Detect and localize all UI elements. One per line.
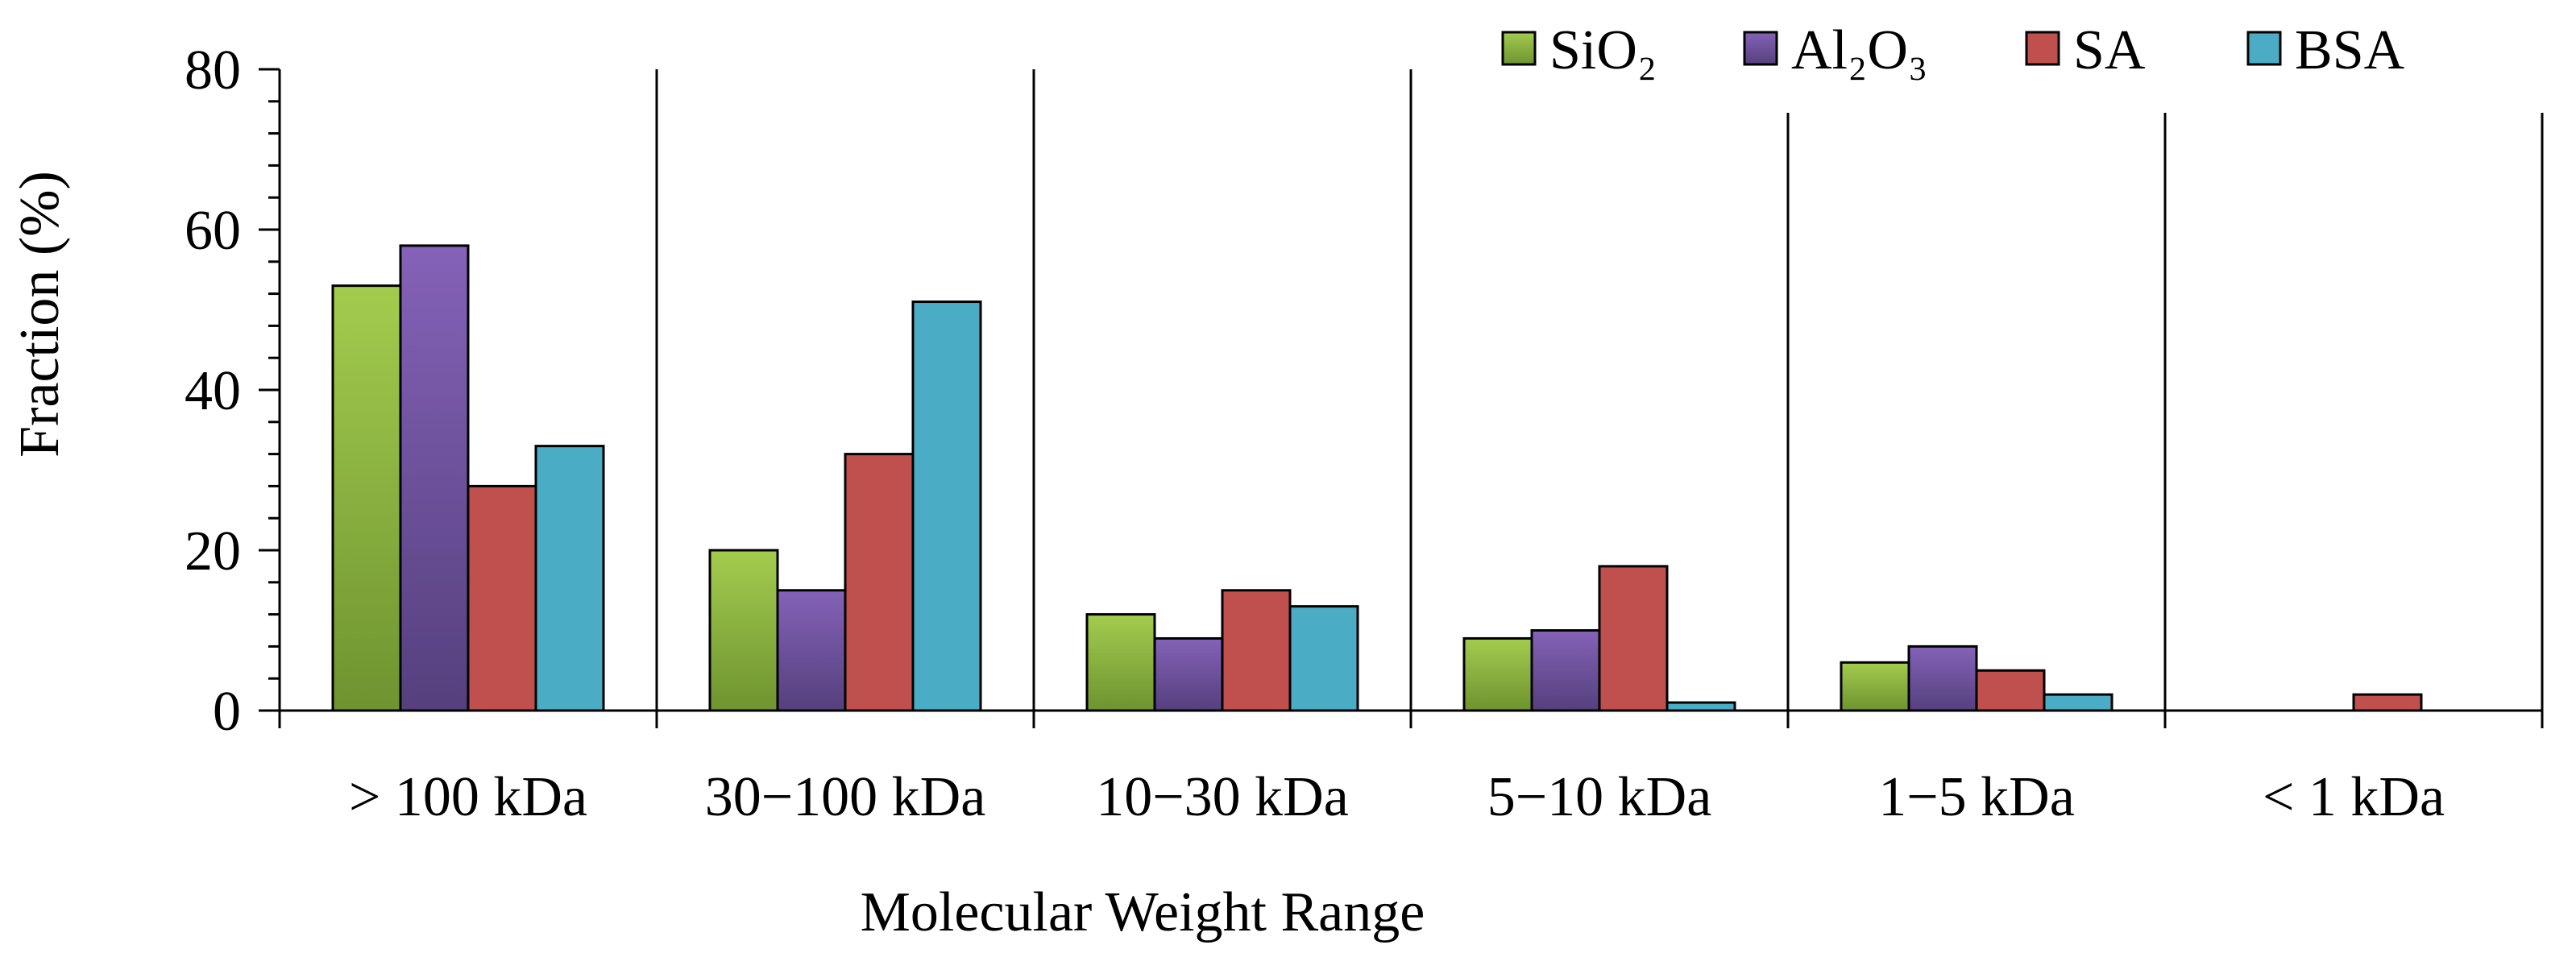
y-tick-label: 40 — [185, 360, 241, 422]
y-tick-label: 20 — [185, 520, 241, 582]
legend-label: BSA — [2295, 19, 2405, 81]
legend-label: SA — [2073, 19, 2146, 81]
category-label-1-5-kda: 1−5 kDa — [1878, 766, 2075, 828]
category-label-10-30-kda: 10−30 kDa — [1096, 766, 1349, 828]
legend-swatch — [1743, 31, 1778, 66]
bar-al2o3-100-kda — [399, 244, 470, 712]
category-label-30-100-kda: 30−100 kDa — [705, 766, 986, 828]
bar-bsa-30-100-kda — [911, 300, 982, 712]
bar-al2o3-10-30-kda — [1153, 636, 1224, 712]
y-tick-label: 80 — [185, 39, 241, 102]
bar-sa-5-10-kda — [1598, 565, 1669, 712]
bar-sa-1-5-kda — [1975, 669, 2046, 712]
legend-label: SiO₂ — [1549, 19, 1657, 81]
x-axis-title: Molecular Weight Range — [861, 881, 1425, 943]
y-axis-title: Fraction (%) — [9, 171, 71, 458]
bar-sa-1-kda — [2352, 693, 2423, 712]
legend: SiO₂ Al₂O₃ SA BSA — [1501, 19, 2405, 81]
bar-bsa-100-kda — [534, 445, 605, 712]
bar-sa-10-30-kda — [1221, 589, 1292, 712]
bar-sio2-10-30-kda — [1085, 613, 1156, 712]
legend-item-al2o3: Al₂O₃ — [1743, 19, 1927, 81]
category-labels: > 100 kDa 30−100 kDa 10−30 kDa 5−10 kDa 1−5 … — [349, 766, 2445, 828]
bar-sio2-30-100-kda — [708, 549, 779, 712]
bar-bsa-10-30-kda — [1288, 605, 1359, 712]
bar-al2o3-30-100-kda — [776, 589, 847, 712]
y-ticks: 0 20 40 60 80 — [185, 39, 280, 743]
legend-item-sa: SA — [2025, 19, 2146, 81]
bar-al2o3-5-10-kda — [1530, 629, 1601, 712]
legend-swatch — [1501, 31, 1537, 66]
legend-item-bsa: BSA — [2246, 19, 2405, 81]
category-label-5-10-kda: 5−10 kDa — [1487, 766, 1712, 828]
y-tick-label: 60 — [185, 200, 241, 262]
bars-layer — [331, 244, 2423, 712]
bar-sio2-100-kda — [331, 284, 402, 712]
legend-swatch — [2025, 31, 2060, 66]
category-label-100-kda: > 100 kDa — [349, 766, 587, 828]
bar-al2o3-1-5-kda — [1907, 644, 1978, 712]
bar-sa-100-kda — [467, 484, 537, 712]
category-label-1-kda: < 1 kDa — [2263, 766, 2445, 828]
bar-bsa-1-5-kda — [2043, 693, 2113, 712]
bar-sio2-5-10-kda — [1462, 636, 1533, 712]
axes-layer — [278, 69, 2544, 728]
y-tick-label: 0 — [213, 681, 241, 743]
legend-swatch — [2246, 31, 2282, 66]
legend-item-sio2: SiO₂ — [1501, 19, 1657, 81]
legend-label: Al₂O₃ — [1791, 19, 1927, 81]
bar-sio2-1-5-kda — [1840, 661, 1910, 712]
bar-sa-30-100-kda — [844, 453, 915, 712]
